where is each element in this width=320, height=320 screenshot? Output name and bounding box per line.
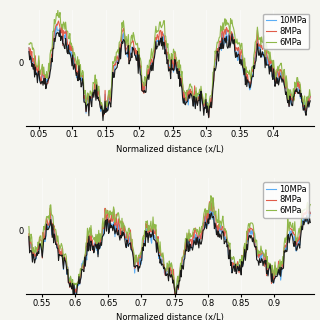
10MPa [74, 292, 78, 296]
8MPa [139, 256, 142, 260]
6MPa [308, 93, 312, 97]
10MPa [27, 46, 31, 50]
10MPa [61, 38, 65, 42]
8MPa [27, 46, 31, 50]
Line: 6MPa: 6MPa [29, 196, 310, 292]
8MPa [205, 108, 209, 112]
8MPa [207, 115, 211, 119]
6MPa [231, 255, 235, 259]
6MPa [209, 194, 213, 198]
10MPa [231, 264, 235, 268]
8MPa [208, 200, 212, 204]
6MPa [27, 225, 31, 228]
10MPa [208, 207, 212, 211]
6MPa [174, 291, 178, 294]
Legend: 10MPa, 8MPa, 6MPa: 10MPa, 8MPa, 6MPa [263, 14, 309, 49]
Y-axis label: 0: 0 [19, 227, 24, 236]
8MPa [205, 220, 209, 224]
8MPa [231, 262, 235, 266]
10MPa [231, 38, 235, 42]
10MPa [139, 73, 143, 76]
Legend: 10MPa, 8MPa, 6MPa: 10MPa, 8MPa, 6MPa [263, 182, 309, 218]
8MPa [27, 232, 31, 236]
6MPa [231, 26, 235, 29]
8MPa [233, 261, 237, 265]
8MPa [308, 212, 312, 215]
10MPa [27, 235, 31, 239]
8MPa [61, 29, 65, 33]
6MPa [205, 208, 209, 212]
8MPa [61, 253, 65, 257]
6MPa [61, 248, 65, 252]
6MPa [140, 76, 144, 80]
6MPa [101, 109, 105, 113]
Line: 10MPa: 10MPa [29, 24, 310, 115]
6MPa [233, 33, 237, 37]
Y-axis label: 0: 0 [19, 59, 24, 68]
Line: 8MPa: 8MPa [29, 202, 310, 295]
6MPa [27, 42, 31, 46]
X-axis label: Normalized distance (x/L): Normalized distance (x/L) [116, 145, 224, 154]
10MPa [205, 220, 209, 223]
10MPa [308, 211, 312, 214]
6MPa [308, 203, 312, 206]
8MPa [57, 19, 60, 23]
6MPa [119, 219, 123, 223]
6MPa [56, 8, 60, 12]
8MPa [231, 35, 235, 39]
8MPa [173, 293, 177, 297]
10MPa [119, 234, 123, 237]
10MPa [119, 42, 123, 45]
10MPa [205, 108, 209, 112]
10MPa [54, 22, 58, 26]
8MPa [139, 64, 143, 68]
10MPa [233, 265, 237, 269]
10MPa [139, 262, 143, 266]
6MPa [205, 101, 209, 105]
8MPa [308, 95, 312, 99]
6MPa [120, 21, 124, 25]
6MPa [233, 261, 237, 265]
10MPa [233, 49, 237, 53]
8MPa [233, 40, 237, 44]
Line: 6MPa: 6MPa [29, 10, 310, 111]
8MPa [119, 41, 123, 44]
10MPa [308, 94, 312, 98]
6MPa [139, 251, 142, 255]
Line: 10MPa: 10MPa [29, 209, 310, 294]
Line: 8MPa: 8MPa [29, 21, 310, 117]
10MPa [61, 252, 65, 255]
6MPa [61, 20, 65, 24]
10MPa [207, 113, 211, 117]
X-axis label: Normalized distance (x/L): Normalized distance (x/L) [116, 313, 224, 320]
8MPa [119, 235, 123, 238]
